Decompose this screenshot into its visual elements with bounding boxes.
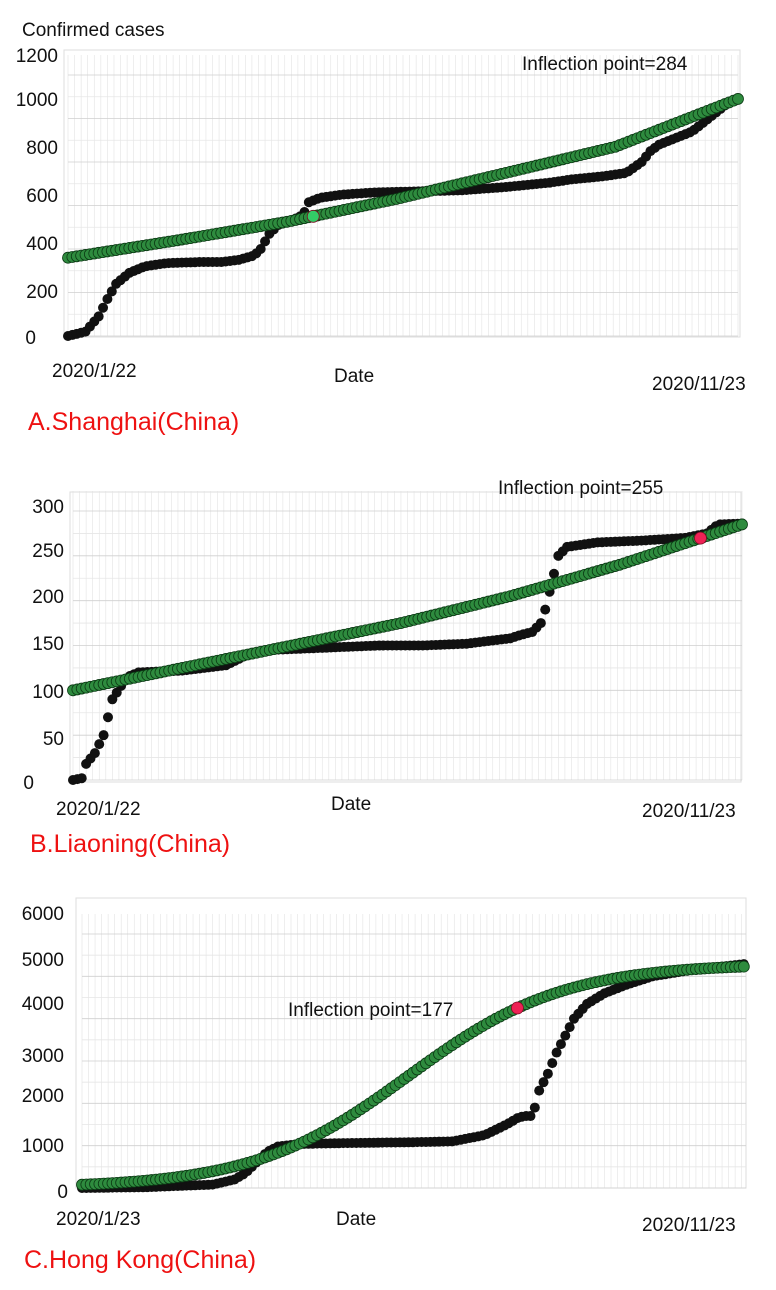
ylabel-a: Confirmed cases [22, 20, 165, 41]
x-end-b: 2020/11/23 [642, 801, 736, 822]
ytick-a-600: 600 [26, 186, 58, 207]
observed-point [98, 302, 109, 313]
observed-point [106, 286, 117, 297]
ytick-a-400: 400 [26, 234, 58, 255]
xlabel-b: Date [331, 794, 371, 815]
ytick-b-200: 200 [32, 587, 64, 608]
ytick-c-4000: 4000 [22, 994, 64, 1015]
series-c [76, 959, 750, 1193]
observed-point [98, 730, 109, 741]
panel-title-a: A.Shanghai(China) [28, 408, 239, 436]
observed-point [535, 618, 546, 629]
ytick-a-800: 800 [26, 138, 58, 159]
observed-point [102, 712, 113, 723]
plot-area-b [69, 491, 742, 783]
panel-b: 0 50 100 150 200 250 300 Inflection poin… [23, 478, 748, 858]
fitted-point [736, 518, 748, 531]
ytick-c-2000: 2000 [22, 1086, 64, 1107]
observed-point [547, 1058, 558, 1069]
inflection-marker [511, 1001, 524, 1015]
ytick-a-0: 0 [25, 328, 36, 349]
inflection-marker [306, 209, 320, 223]
x-start-c: 2020/1/23 [56, 1209, 141, 1230]
fitted-point [737, 960, 750, 973]
observed-point [89, 748, 100, 759]
ytick-c-0: 0 [57, 1182, 68, 1203]
x-start-b: 2020/1/22 [56, 799, 141, 820]
observed-point [555, 1039, 566, 1050]
panel-c: 0 1000 2000 3000 4000 5000 6000 Inflecti… [22, 897, 750, 1274]
grid-c [81, 914, 746, 1189]
ytick-b-100: 100 [32, 682, 64, 703]
ytick-b-150: 150 [32, 634, 64, 655]
annotation-a: Inflection point=284 [522, 54, 688, 75]
observed-point [260, 236, 271, 247]
observed-point [564, 1022, 575, 1033]
observed-point [102, 294, 113, 305]
observed-point [76, 773, 87, 784]
observed-point [540, 604, 551, 615]
series-a [62, 93, 744, 341]
ytick-a-200: 200 [26, 282, 58, 303]
annotation-b: Inflection point=255 [498, 478, 663, 499]
observed-point [529, 1102, 540, 1113]
ytick-c-6000: 6000 [22, 904, 64, 925]
observed-point [94, 739, 105, 750]
observed-point [534, 1085, 545, 1096]
panel-title-c: C.Hong Kong(China) [24, 1246, 256, 1274]
ytick-b-50: 50 [43, 729, 64, 750]
observed-point [542, 1068, 553, 1079]
grid-a [67, 55, 739, 337]
observed-point [93, 311, 104, 322]
observed-point [525, 1111, 536, 1122]
ytick-b-0: 0 [23, 773, 34, 794]
xlabel-c: Date [336, 1209, 376, 1230]
ytick-c-5000: 5000 [22, 950, 64, 971]
x-end-a: 2020/11/23 [652, 374, 746, 395]
ytick-c-1000: 1000 [22, 1136, 64, 1157]
observed-point [551, 1047, 562, 1058]
observed-point [560, 1030, 571, 1041]
inflection-marker [694, 531, 707, 545]
ytick-a-1200: 1200 [16, 46, 58, 67]
series-b [67, 518, 748, 785]
panel-title-b: B.Liaoning(China) [30, 830, 230, 858]
panel-a: Confirmed cases 0 200 400 600 800 1000 1… [16, 20, 746, 436]
fitted-point [732, 93, 744, 105]
xlabel-a: Date [334, 366, 374, 387]
ytick-c-3000: 3000 [22, 1046, 64, 1067]
x-start-a: 2020/1/22 [52, 361, 137, 382]
ytick-b-250: 250 [32, 541, 64, 562]
observed-point [255, 244, 266, 254]
ytick-b-300: 300 [32, 497, 64, 518]
x-end-c: 2020/11/23 [642, 1215, 736, 1236]
annotation-c: Inflection point=177 [288, 1000, 453, 1021]
ytick-a-1000: 1000 [16, 90, 58, 111]
observed-point [548, 568, 559, 579]
observed-point [538, 1077, 549, 1088]
